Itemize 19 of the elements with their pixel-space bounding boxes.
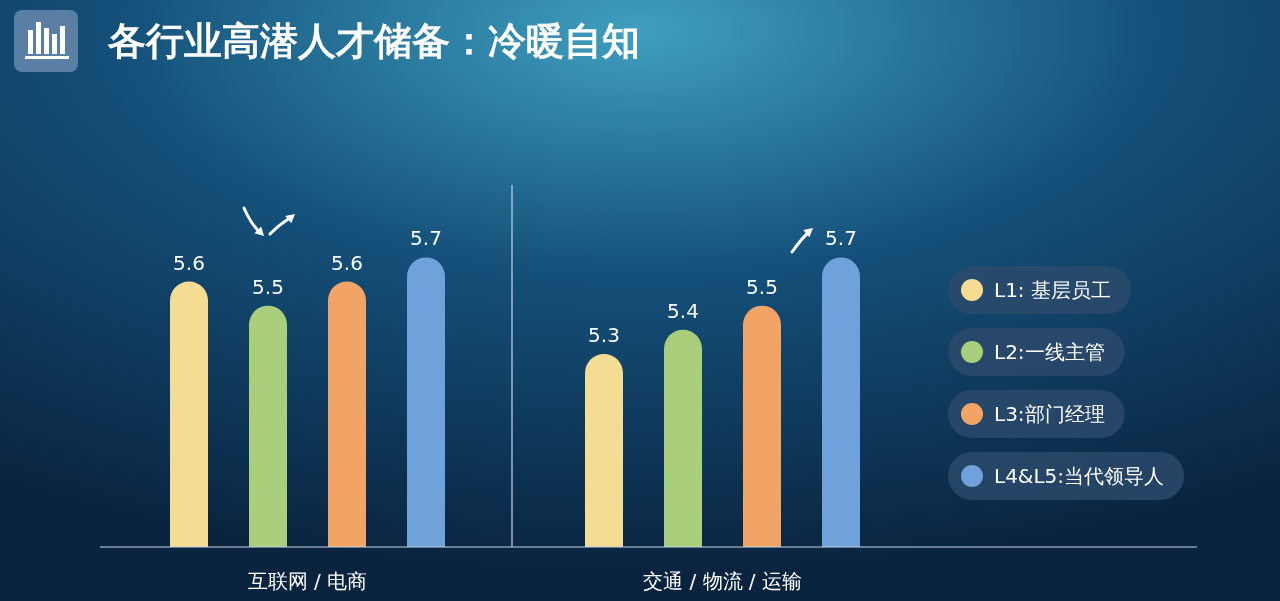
- data-label: 5.3: [588, 322, 620, 347]
- legend-label: L4&L5:当代领导人: [994, 464, 1165, 488]
- data-label: 5.4: [667, 298, 699, 323]
- chart-title: 各行业高潜人才储备：冷暖自知: [107, 19, 640, 63]
- data-label: 5.6: [331, 250, 363, 275]
- legend-label: L3:部门经理: [994, 402, 1105, 426]
- legend-label: L2:一线主管: [994, 340, 1105, 364]
- data-label: 5.6: [173, 250, 205, 275]
- legend-item: L3:部门经理: [948, 390, 1125, 438]
- x-tick-label: 交通 / 物流 / 运输: [643, 569, 802, 593]
- legend-item: L4&L5:当代领导人: [948, 452, 1185, 500]
- data-label: 5.7: [825, 226, 857, 251]
- data-label: 5.7: [410, 226, 442, 251]
- legend-item: L2:一线主管: [948, 328, 1125, 376]
- x-tick-label: 互联网 / 电商: [247, 569, 368, 593]
- legend-item: L1: 基层员工: [948, 266, 1131, 314]
- legend-label: L1: 基层员工: [994, 278, 1111, 302]
- data-label: 5.5: [746, 274, 778, 299]
- data-label: 5.5: [252, 274, 284, 299]
